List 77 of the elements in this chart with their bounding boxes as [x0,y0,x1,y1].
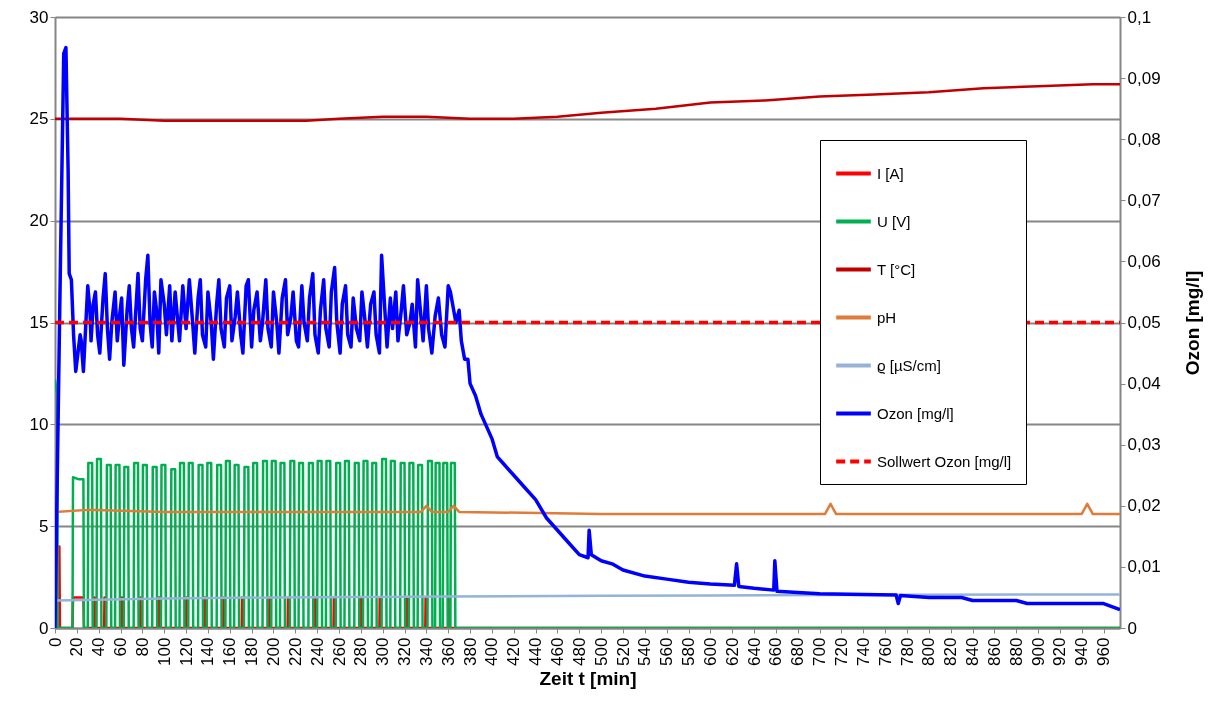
legend-label: pH [877,308,897,326]
x-tick-label: 140 [198,637,218,666]
x-tick-label: 40 [89,637,109,657]
x-tick-label: 280 [351,637,371,666]
y-tick-label: 5 [39,516,49,536]
x-tick-label: 940 [1072,637,1092,666]
x-tick-label: 500 [591,637,611,666]
x-tick-label: 560 [657,637,677,666]
y2-tick-label: 0,1 [1127,7,1152,27]
x-tick-label: 540 [635,637,655,666]
x-tick-label: 700 [810,637,830,666]
x-tick-label: 640 [744,637,764,666]
legend-label: U [V] [877,212,911,230]
x-tick-label: 880 [1006,637,1026,666]
x-tick-label: 460 [547,637,567,666]
x-tick-label: 80 [132,637,152,657]
y-tick-label: 0 [39,618,49,638]
x-tick-label: 620 [722,637,742,666]
x-tick-label: 260 [329,637,349,666]
x-tick-label: 320 [395,637,415,666]
y2-tick-label: 0,01 [1127,557,1161,577]
y2-tick-label: 0,09 [1127,68,1161,88]
x-tick-label: 440 [526,637,546,666]
x-tick-label: 720 [831,637,851,666]
x-tick-label: 120 [176,637,196,666]
x-tick-label: 580 [679,637,699,666]
x-tick-label: 860 [984,637,1004,666]
y2-tick-label: 0,06 [1127,251,1161,271]
x-tick-label: 340 [416,637,436,666]
y2-tick-label: 0,08 [1127,129,1161,149]
x-tick-label: 800 [919,637,939,666]
y-tick-label: 15 [29,313,49,332]
y2-tick-label: 0 [1127,618,1137,638]
x-tick-label: 20 [67,637,87,657]
legend-label: I [A] [877,164,904,182]
legend-label: Sollwert Ozon [mg/l] [877,452,1012,470]
y-tick-label: 10 [29,414,49,434]
x-tick-label: 60 [111,637,131,657]
y2-tick-label: 0,07 [1127,190,1161,210]
x-tick-label: 100 [154,637,174,666]
y2-axis-title: Ozon [mg/l] [1181,270,1203,376]
x-tick-label: 400 [482,637,502,666]
y2-tick-label: 0,02 [1127,496,1161,516]
x-tick-label: 840 [963,637,983,666]
x-tick-label: 680 [788,637,808,666]
x-tick-label: 920 [1050,637,1070,666]
x-tick-label: 480 [569,637,589,666]
legend-label: Ozon [mg/l] [877,404,954,422]
x-tick-label: 820 [941,637,961,666]
x-tick-label: 420 [504,637,524,666]
x-tick-label: 300 [373,637,393,666]
y2-tick-label: 0,04 [1127,374,1161,394]
legend-label: ϱ [µS/cm] [877,356,941,374]
line-series [55,502,1120,516]
x-tick-label: 180 [242,637,262,666]
y-tick-label: 30 [29,7,49,27]
x-tick-label: 200 [263,637,283,666]
x-tick-label: 220 [285,637,305,666]
x-axis-title: Zeit t [min] [539,667,637,689]
line-series [55,593,1120,602]
x-tick-label: 660 [766,637,786,666]
x-tick-label: 240 [307,637,327,666]
x-tick-label: 380 [460,637,480,666]
y2-tick-label: 0,03 [1127,435,1161,455]
x-tick-label: 360 [438,637,458,666]
x-tick-label: 160 [220,637,240,666]
x-tick-label: 600 [700,637,720,666]
x-tick-label: 900 [1028,637,1048,666]
x-tick-label: 740 [853,637,873,666]
x-tick-label: 520 [613,637,633,666]
x-tick-label: 780 [897,637,917,666]
y-tick-label: 25 [29,109,49,129]
x-tick-label: 760 [875,637,895,666]
legend-label: T [°C] [877,260,916,278]
x-tick-label: 960 [1094,637,1114,666]
y-tick-label: 20 [29,211,49,231]
y2-tick-label: 0,05 [1127,313,1161,332]
